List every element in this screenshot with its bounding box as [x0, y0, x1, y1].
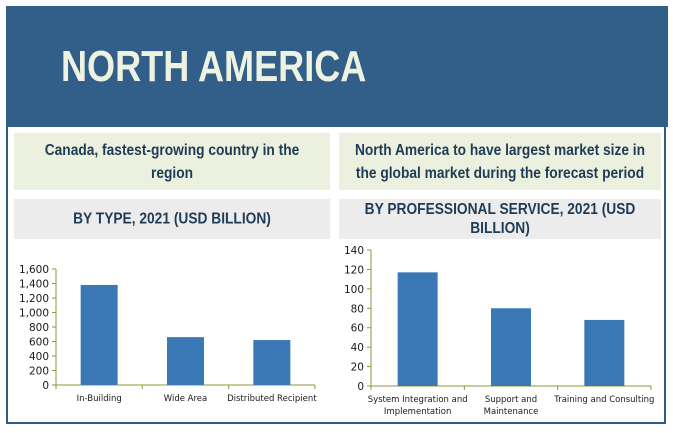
y-tick-label: 40	[351, 342, 364, 354]
callout-left: Canada, fastest-growing country in the r…	[14, 133, 330, 190]
y-tick-label: 140	[344, 245, 364, 257]
y-tick-label: 600	[29, 337, 49, 349]
bar-support-and-maintenance	[491, 308, 531, 386]
y-tick-label: 1,200	[19, 293, 49, 305]
y-tick-label: 100	[344, 284, 364, 296]
chart-right-subtitle-text: BY PROFESSIONAL SERVICE, 2021 (USD BILLI…	[365, 200, 636, 238]
x-tick-label: System Integration and	[368, 395, 468, 405]
region-banner: NORTH AMERICA	[6, 6, 668, 127]
callout-right-line-1: North America to have largest market siz…	[354, 141, 646, 159]
x-tick-label: Maintenance	[484, 407, 539, 417]
callout-right: North America to have largest market siz…	[339, 133, 661, 190]
y-tick-label: 0	[357, 381, 364, 393]
y-tick-label: 1,400	[19, 279, 49, 291]
chart-left-subtitle-text: BY TYPE, 2021 (USD BILLION)	[73, 210, 271, 229]
chart-left-subtitle-line: BY TYPE, 2021 (USD BILLION)	[73, 210, 271, 228]
region-title: NORTH AMERICA	[61, 42, 367, 91]
y-tick-label: 0	[42, 380, 49, 392]
chart-by-type: 0 200 400 600 800 1,000 1,200 1,400 1,600 In-Buil…	[19, 264, 317, 404]
y-tick-label: 20	[351, 362, 364, 374]
y-tick-label: 120	[344, 264, 364, 276]
x-tick-label: Wide Area	[164, 394, 207, 404]
bar-in-building	[80, 284, 118, 385]
x-tick-label: Training and Consulting	[553, 395, 654, 405]
bar-training-and-consulting	[584, 319, 625, 386]
chart-by-professional-service: 0 20 40 60 80 100 120 140 System Integration and…	[344, 245, 654, 417]
y-tick-label: 400	[29, 351, 49, 363]
y-tick-label: 1,600	[19, 264, 49, 276]
chart-left-subtitle: BY TYPE, 2021 (USD BILLION)	[14, 199, 330, 239]
chart-right-subtitle-line-2: BILLION)	[470, 220, 530, 237]
y-tick-label: 60	[351, 323, 364, 335]
y-tick-label: 200	[29, 366, 49, 378]
chart-right-subtitle: BY PROFESSIONAL SERVICE, 2021 (USD BILLI…	[339, 199, 661, 239]
x-tick-label: In-Building	[77, 394, 122, 404]
callout-right-text: North America to have largest market siz…	[355, 139, 645, 185]
y-tick-label: 80	[351, 303, 364, 315]
callout-right-line-2: the global market during the forecast pe…	[355, 164, 645, 182]
callout-left-text: Canada, fastest-growing country in the r…	[45, 139, 300, 185]
callout-left-line-1: Canada, fastest-growing country in the	[44, 141, 300, 159]
y-tick-label: 800	[29, 322, 49, 334]
y-tick-label: 1,000	[19, 308, 49, 320]
x-tick-label: Support and	[485, 395, 537, 405]
x-tick-label: Implementation	[384, 407, 452, 417]
bar-wide-area	[167, 337, 204, 385]
x-tick-label: Distributed Recipient	[227, 394, 317, 404]
chart-right-subtitle-line-1: BY PROFESSIONAL SERVICE, 2021 (USD	[364, 201, 636, 218]
callout-left-line-2: region	[150, 164, 194, 182]
bar-system-integration-and-implementation	[397, 272, 438, 386]
bar-distributed-recipient	[253, 340, 291, 385]
